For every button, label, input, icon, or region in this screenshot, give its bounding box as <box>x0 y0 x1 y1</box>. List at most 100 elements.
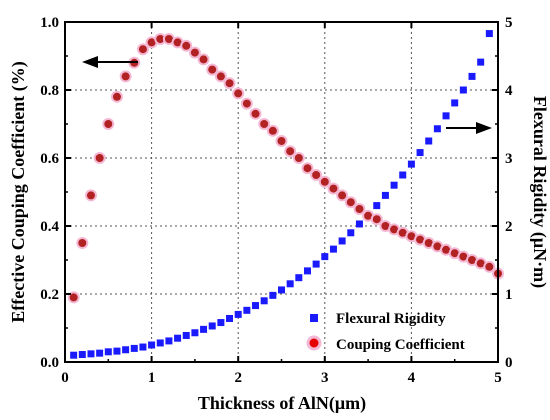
data-point-flexural-rigidity <box>278 286 285 294</box>
data-point-couping-coefficient <box>312 171 321 179</box>
data-point-couping-coefficient <box>182 41 191 50</box>
data-point-flexural-rigidity <box>226 314 234 322</box>
data-point-flexural-rigidity <box>295 274 303 282</box>
x-tick-label: 4 <box>408 370 416 386</box>
data-point-flexural-rigidity <box>451 99 459 107</box>
data-point-flexural-rigidity <box>243 306 251 314</box>
data-point-flexural-rigidity <box>200 325 208 333</box>
data-point-flexural-rigidity <box>485 30 493 38</box>
series-couping-coefficient <box>67 33 504 304</box>
data-point-flexural-rigidity <box>303 267 311 275</box>
x-tick-label: 0 <box>61 370 69 386</box>
data-point-couping-coefficient <box>95 154 104 162</box>
data-point-couping-coefficient <box>346 198 355 207</box>
data-point-couping-coefficient <box>398 228 407 237</box>
y-left-tick-label: 0.4 <box>40 219 59 235</box>
data-point-couping-coefficient <box>303 164 312 173</box>
data-point-flexural-rigidity <box>321 253 329 261</box>
data-point-flexural-rigidity <box>269 291 277 299</box>
data-point-couping-coefficient <box>355 205 364 213</box>
data-point-flexural-rigidity <box>399 171 407 179</box>
data-point-couping-coefficient <box>442 245 451 254</box>
y-left-tick-label: 0.0 <box>40 355 59 371</box>
data-point-flexural-rigidity <box>468 72 476 80</box>
right-arrow-annotation <box>446 122 492 134</box>
data-point-flexural-rigidity <box>373 202 381 210</box>
data-point-couping-coefficient <box>294 154 303 162</box>
data-point-flexural-rigidity <box>191 329 199 337</box>
data-point-couping-coefficient <box>424 239 433 247</box>
grid-lines <box>65 22 498 362</box>
legend-label-flexural-rigidity: Flexural Rigidity <box>336 311 446 327</box>
data-point-couping-coefficient <box>485 262 494 271</box>
data-point-flexural-rigidity <box>407 160 415 168</box>
data-point-flexural-rigidity <box>165 337 173 345</box>
legend-marker-flexural-rigidity <box>310 314 318 322</box>
data-point-couping-coefficient <box>190 48 199 57</box>
left-arrow-annotation <box>82 56 138 68</box>
data-point-couping-coefficient <box>138 45 147 54</box>
axis-ticks: 0 1 2 3 4 5 0.0 0.2 0.4 0.6 0.8 1.0 0 1 2 3 4 5 <box>40 15 513 386</box>
data-point-flexural-rigidity <box>459 86 467 94</box>
y-axis-right-title: Flexural Rigidity (μN·m) <box>529 96 550 288</box>
data-point-couping-coefficient <box>476 259 485 268</box>
data-point-flexural-rigidity <box>96 349 104 357</box>
data-point-flexural-rigidity <box>252 302 260 310</box>
data-point-flexural-rigidity <box>87 350 95 358</box>
y-left-tick-label: 0.2 <box>40 287 59 303</box>
x-axis-title: Thickness of AlN(μm) <box>198 393 366 414</box>
data-point-flexural-rigidity <box>433 125 441 133</box>
data-point-flexural-rigidity <box>148 341 156 349</box>
data-point-flexural-rigidity <box>156 339 164 347</box>
y-right-tick-label: 0 <box>505 355 513 371</box>
data-point-couping-coefficient <box>459 252 468 261</box>
data-point-flexural-rigidity <box>347 229 355 237</box>
data-point-flexural-rigidity <box>113 347 121 355</box>
data-point-couping-coefficient <box>372 215 381 224</box>
data-point-couping-coefficient <box>156 35 165 43</box>
x-tick-label: 5 <box>494 370 502 386</box>
data-point-flexural-rigidity <box>312 260 320 268</box>
data-point-flexural-rigidity <box>355 220 363 228</box>
y-right-tick-label: 4 <box>505 83 513 99</box>
data-point-flexural-rigidity <box>338 237 346 245</box>
y-left-tick-label: 0.8 <box>40 83 59 99</box>
data-point-couping-coefficient <box>277 137 286 145</box>
y-right-tick-label: 3 <box>505 151 513 167</box>
y-axis-left-title: Effective Couping Coefficient (%) <box>8 61 29 322</box>
y-right-tick-label: 1 <box>505 287 513 303</box>
legend: Flexural Rigidity Couping Coefficient <box>306 311 465 353</box>
data-point-couping-coefficient <box>338 191 347 200</box>
data-point-couping-coefficient <box>450 249 459 258</box>
data-point-flexural-rigidity <box>425 137 433 145</box>
data-point-flexural-rigidity <box>70 351 78 359</box>
data-point-flexural-rigidity <box>442 112 450 120</box>
data-point-flexural-rigidity <box>477 58 485 66</box>
data-point-flexural-rigidity <box>78 351 86 359</box>
plot-series <box>67 30 504 359</box>
data-point-couping-coefficient <box>433 242 442 251</box>
data-point-flexural-rigidity <box>104 348 112 356</box>
data-point-flexural-rigidity <box>234 310 242 318</box>
data-point-couping-coefficient <box>234 89 243 98</box>
data-point-flexural-rigidity <box>381 191 389 199</box>
data-point-couping-coefficient <box>268 126 277 135</box>
data-point-couping-coefficient <box>69 293 78 302</box>
data-point-flexural-rigidity <box>139 343 147 351</box>
data-point-flexural-rigidity <box>217 319 225 327</box>
data-point-couping-coefficient <box>251 109 260 118</box>
x-tick-label: 3 <box>321 370 329 386</box>
data-point-couping-coefficient <box>286 147 295 156</box>
x-tick-label: 1 <box>148 370 156 386</box>
data-point-couping-coefficient <box>225 79 234 88</box>
data-point-couping-coefficient <box>164 35 173 43</box>
y-left-tick-label: 0.6 <box>40 151 59 167</box>
data-point-couping-coefficient <box>199 55 208 64</box>
data-point-flexural-rigidity <box>329 245 337 253</box>
data-point-couping-coefficient <box>381 222 390 230</box>
data-point-flexural-rigidity <box>416 149 424 157</box>
data-point-flexural-rigidity <box>208 322 216 330</box>
data-point-couping-coefficient <box>173 38 182 47</box>
data-point-couping-coefficient <box>260 120 269 128</box>
